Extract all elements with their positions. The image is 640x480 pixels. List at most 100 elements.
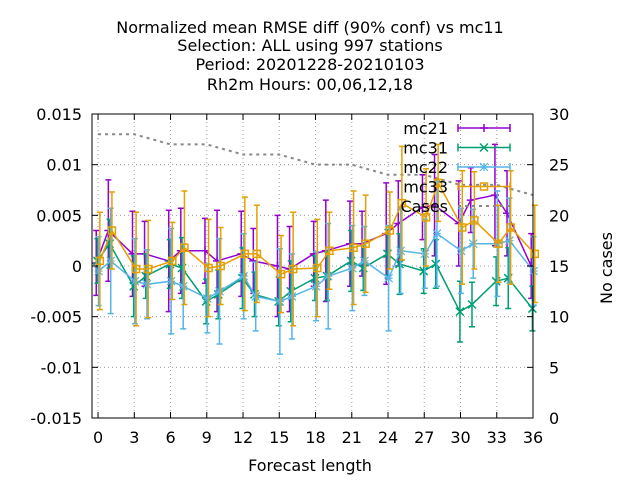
series-point xyxy=(287,291,297,301)
series-point xyxy=(456,246,466,256)
series-point xyxy=(421,213,431,222)
y2-axis-label: No cases xyxy=(597,232,616,304)
x-tick-label: 21 xyxy=(342,428,362,447)
series-point xyxy=(249,256,258,265)
series-point xyxy=(494,239,503,248)
axes: 0 3 6 9 12 15 18 21 24 27 30 33 360.0150.010.0050-0.… xyxy=(30,105,569,447)
series-point xyxy=(492,239,502,249)
series-mc31 xyxy=(92,218,537,343)
series-point xyxy=(480,124,488,132)
series-point xyxy=(215,286,224,296)
series-point xyxy=(479,182,489,191)
series-point xyxy=(506,223,515,232)
series-point xyxy=(349,243,358,253)
series-point xyxy=(288,264,298,274)
legend-label: Cases xyxy=(401,197,449,216)
series-point xyxy=(529,266,539,276)
series-point xyxy=(479,162,489,172)
title-line-4: Rh2m Hours: 00,06,12,18 xyxy=(207,75,413,94)
y-tick-label: 0 xyxy=(72,257,82,276)
y2-tick-label: 5 xyxy=(549,358,559,377)
series-point xyxy=(397,198,407,208)
y2-tick-label: 30 xyxy=(549,105,569,124)
series-point xyxy=(166,276,176,286)
y2-tick-label: 25 xyxy=(549,156,569,175)
x-tick-label: 15 xyxy=(269,428,289,447)
series-point xyxy=(455,307,465,317)
legend-label: mc22 xyxy=(403,158,448,177)
series-point xyxy=(204,263,213,273)
series-point xyxy=(479,142,489,153)
x-tick-label: 36 xyxy=(523,428,543,447)
y2-tick-label: 10 xyxy=(549,308,569,327)
series-point xyxy=(505,236,514,246)
y-tick-label: 0.01 xyxy=(46,156,82,175)
series-point xyxy=(178,281,188,291)
series-point xyxy=(143,264,153,274)
series-point xyxy=(142,279,152,289)
x-tick-label: 6 xyxy=(165,428,175,447)
series-point xyxy=(276,269,286,279)
y-tick-label: -0.015 xyxy=(30,409,82,428)
series-point xyxy=(325,246,334,256)
legend-label: mc31 xyxy=(403,139,448,158)
x-axis-label: Forecast length xyxy=(248,456,372,475)
title-line-1: Normalized mean RMSE diff (90% conf) vs … xyxy=(116,18,503,37)
series-point xyxy=(419,266,429,276)
x-tick-label: 9 xyxy=(202,428,212,447)
series-point xyxy=(180,243,189,253)
series-point xyxy=(168,256,177,266)
series-point xyxy=(323,271,333,281)
series-point xyxy=(360,256,369,266)
series-point xyxy=(470,216,479,225)
title-line-3: Period: 20201228-20210103 xyxy=(195,55,424,74)
x-tick-label: 24 xyxy=(378,428,398,447)
series-point xyxy=(418,203,427,212)
x-tick-label: 3 xyxy=(129,428,139,447)
series-point xyxy=(384,273,394,283)
series-point xyxy=(361,239,370,248)
legend-swatch xyxy=(457,182,511,191)
y-tick-label: 0.015 xyxy=(36,105,82,124)
series-point xyxy=(202,294,212,303)
chart-title: Normalized mean RMSE diff (90% conf) vs … xyxy=(116,18,503,94)
series-point xyxy=(131,264,141,274)
y-tick-label: 0.005 xyxy=(36,206,82,225)
series-point xyxy=(275,297,285,306)
series-point xyxy=(313,263,322,273)
series-point xyxy=(216,261,225,271)
series-point xyxy=(433,178,443,188)
series-point xyxy=(396,246,406,256)
y2-tick-label: 0 xyxy=(549,409,559,428)
series-point xyxy=(200,246,209,255)
y2-tick-label: 20 xyxy=(549,206,569,225)
x-tick-label: 30 xyxy=(450,428,470,447)
series-point xyxy=(107,226,117,235)
legend-label: mc33 xyxy=(403,178,448,197)
series-point xyxy=(240,249,250,259)
series-point xyxy=(94,266,104,276)
series-point xyxy=(95,256,105,266)
series-point xyxy=(252,249,262,259)
series-point xyxy=(106,256,116,266)
series-layer xyxy=(92,143,540,355)
x-tick-label: 33 xyxy=(487,428,507,447)
y-tick-label: -0.005 xyxy=(30,308,82,327)
x-tick-label: 27 xyxy=(414,428,434,447)
series-point xyxy=(239,271,249,281)
series-mc33 xyxy=(95,143,540,327)
series-point xyxy=(347,263,357,273)
series-point xyxy=(432,229,442,238)
y2-tick-label: 15 xyxy=(549,257,569,276)
series-point xyxy=(431,259,441,269)
x-tick-label: 12 xyxy=(233,428,253,447)
x-tick-label: 18 xyxy=(305,428,325,447)
title-line-2: Selection: ALL using 997 stations xyxy=(177,36,442,55)
x-tick-label: 0 xyxy=(93,428,103,447)
series-point xyxy=(385,226,395,235)
series-point xyxy=(130,276,140,286)
series-point xyxy=(251,291,261,301)
series-point xyxy=(458,223,467,232)
